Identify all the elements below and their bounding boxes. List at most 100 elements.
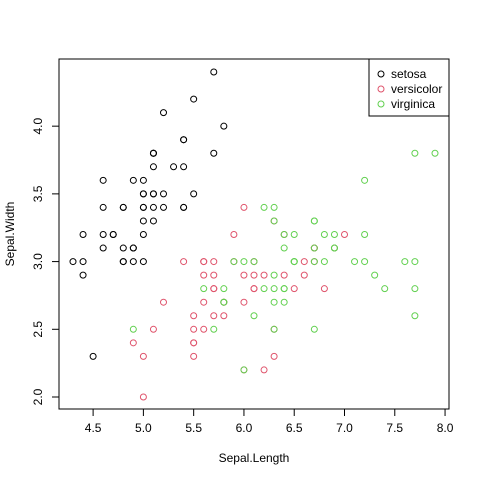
versicolor-point	[291, 286, 297, 292]
virginica-point	[251, 259, 257, 265]
setosa-point	[181, 164, 187, 170]
virginica-point	[362, 177, 368, 183]
legend-label-setosa: setosa	[391, 67, 427, 81]
y-tick-label: 3.0	[31, 253, 45, 270]
virginica-point	[321, 232, 327, 238]
setosa-point	[140, 191, 146, 197]
versicolor-point	[140, 394, 146, 400]
virginica-point	[231, 259, 237, 265]
setosa-point	[150, 150, 156, 156]
setosa-point	[161, 110, 167, 116]
setosa-point	[130, 177, 136, 183]
setosa-point	[120, 259, 126, 265]
legend-label-versicolor: versicolor	[391, 82, 442, 96]
setosa-point	[140, 204, 146, 210]
x-axis-label: Sepal.Length	[219, 451, 290, 465]
virginica-point	[271, 218, 277, 224]
setosa-point	[140, 218, 146, 224]
versicolor-point	[211, 259, 217, 265]
virginica-point	[352, 259, 358, 265]
virginica-point	[321, 259, 327, 265]
virginica-point	[362, 232, 368, 238]
x-tick-label: 6.5	[286, 421, 303, 435]
x-axis: 4.5 5.0 5.5 6.0 6.5 7.0 7.5 8.0	[85, 409, 454, 435]
setosa-point	[120, 204, 126, 210]
virginica-point	[412, 286, 418, 292]
x-tick-label: 5.0	[135, 421, 152, 435]
y-tick-label: 4.0	[31, 118, 45, 135]
setosa-point	[181, 204, 187, 210]
versicolor-point	[201, 299, 207, 305]
virginica-point	[432, 150, 438, 156]
versicolor-point	[201, 272, 207, 278]
setosa-point	[171, 164, 177, 170]
versicolor-point	[241, 272, 247, 278]
legend-label-virginica: virginica	[391, 97, 435, 111]
x-tick-label: 7.5	[386, 421, 403, 435]
virginica-point	[311, 218, 317, 224]
setosa-point	[100, 232, 106, 238]
setosa-point	[181, 137, 187, 143]
versicolor-point	[191, 326, 197, 332]
virginica-point	[281, 299, 287, 305]
versicolor-point	[211, 272, 217, 278]
virginica-point	[372, 272, 378, 278]
setosa-point	[161, 204, 167, 210]
virginica-point	[261, 286, 267, 292]
virginica-point	[311, 259, 317, 265]
virginica-point	[221, 299, 227, 305]
versicolor-point	[261, 272, 267, 278]
versicolor-point	[251, 272, 257, 278]
virginica-point	[412, 313, 418, 319]
setosa-point	[140, 232, 146, 238]
setosa-point	[100, 177, 106, 183]
data-points	[70, 69, 438, 400]
setosa-point	[150, 164, 156, 170]
setosa-point	[191, 96, 197, 102]
virginica-point	[271, 204, 277, 210]
virginica-point	[211, 326, 217, 332]
setosa-point	[100, 245, 106, 251]
setosa-point	[150, 204, 156, 210]
setosa-point	[211, 69, 217, 75]
versicolor-point	[161, 299, 167, 305]
versicolor-point	[241, 299, 247, 305]
virginica-point	[402, 259, 408, 265]
x-tick-label: 8.0	[437, 421, 454, 435]
virginica-point	[130, 326, 136, 332]
versicolor-point	[251, 286, 257, 292]
virginica-point	[412, 259, 418, 265]
versicolor-point	[261, 367, 267, 373]
virginica-point	[241, 367, 247, 373]
y-tick-label: 3.5	[31, 185, 45, 202]
setosa-point	[150, 191, 156, 197]
virginica-point	[271, 299, 277, 305]
versicolor-point	[271, 353, 277, 359]
versicolor-point	[191, 313, 197, 319]
x-tick-label: 6.0	[236, 421, 253, 435]
virginica-point	[281, 232, 287, 238]
versicolor-point	[301, 259, 307, 265]
setosa-point	[80, 272, 86, 278]
versicolor-point	[130, 340, 136, 346]
virginica-point	[281, 245, 287, 251]
setosa-point	[90, 353, 96, 359]
virginica-point	[201, 286, 207, 292]
setosa-point	[140, 259, 146, 265]
virginica-point	[291, 232, 297, 238]
setosa-point	[130, 259, 136, 265]
versicolor-point	[191, 340, 197, 346]
setosa-point	[161, 191, 167, 197]
virginica-point	[311, 326, 317, 332]
versicolor-point	[231, 232, 237, 238]
setosa-point	[221, 123, 227, 129]
x-tick-label: 4.5	[85, 421, 102, 435]
setosa-point	[130, 245, 136, 251]
virginica-point	[241, 259, 247, 265]
setosa-point	[120, 245, 126, 251]
virginica-point	[331, 232, 337, 238]
setosa-point	[100, 204, 106, 210]
virginica-point	[291, 259, 297, 265]
versicolor-point	[181, 259, 187, 265]
